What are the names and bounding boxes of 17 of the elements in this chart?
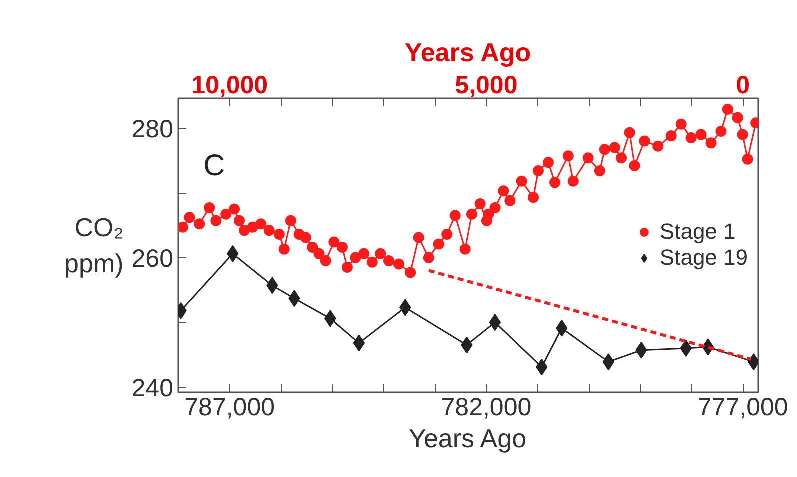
- legend-label: Stage 19: [660, 245, 748, 271]
- x-tick-label: 782,000: [441, 394, 532, 422]
- y-tick-label: 240: [132, 374, 174, 402]
- x2-tick-label: 5,000: [455, 72, 518, 100]
- point: [353, 334, 366, 352]
- annotation: C: [204, 150, 226, 182]
- legend-label: Stage 1: [660, 219, 736, 245]
- x-axis-title: Years Ago: [408, 424, 527, 454]
- x2-tick-label: 0: [736, 72, 750, 100]
- x-tick-label: 777,000: [698, 394, 788, 422]
- y-axis-title: CO₂ ppm): [64, 212, 124, 278]
- y-tick-label: 280: [132, 115, 174, 144]
- x2-tick-label: 10,000: [192, 72, 268, 100]
- x-tick-label: 787,000: [184, 394, 276, 422]
- x2-axis-title: Years Ago: [404, 38, 532, 68]
- point: [489, 314, 502, 332]
- y-tick-label: 260: [132, 244, 174, 273]
